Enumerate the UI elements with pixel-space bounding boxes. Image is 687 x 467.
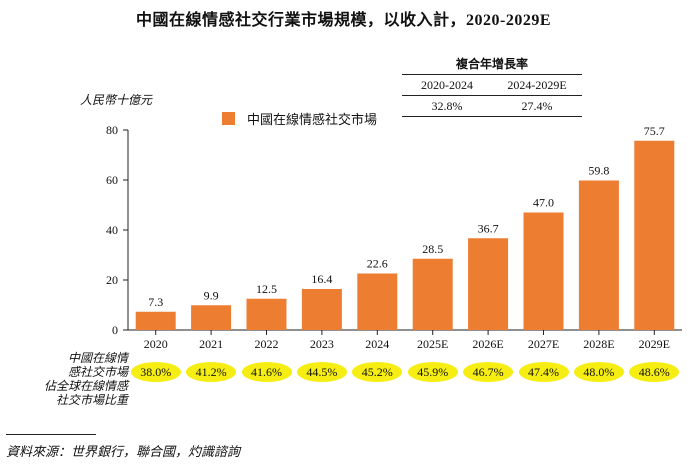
bar [523,212,564,330]
cagr-value: 32.8% [431,99,463,113]
bar [578,180,619,330]
share-value-badge: 45.9% [407,362,458,382]
share-value-badge: 44.5% [296,362,347,382]
legend-label: 中國在線情感社交市場 [247,112,378,127]
share-label-line: 感社交市場 [67,365,128,379]
bar-value-label: 36.7 [478,221,499,235]
share-label-line: 社交市場比重 [55,393,128,407]
share-value-badge: 45.2% [352,362,403,382]
x-tick-label: 2022 [255,337,279,351]
y-tick-label: 60 [106,173,118,187]
x-tick-label: 2020 [144,337,168,351]
bar-value-label: 16.4 [311,272,332,286]
share-value-badge: 47.4% [518,362,569,382]
x-tick-label: 2026E [472,337,503,351]
source-divider [6,434,96,435]
share-value-badge: 48.0% [573,362,624,382]
bar-value-label: 28.5 [422,242,443,256]
source-note: 資料來源：世界銀行，聯合國，灼識諮詢 [6,444,241,459]
share-value-badge: 48.6% [629,362,680,382]
bar-value-label: 22.6 [367,257,388,271]
bar [246,298,287,330]
share-value-badge: 38.0% [130,362,181,382]
cagr-table: 複合年增長率 2020-2024 2024-2029E 32.8% 27.4% [402,54,582,117]
y-tick-label: 40 [106,223,118,237]
cagr-periods-row: 2020-2024 2024-2029E [402,75,582,96]
bar [468,238,509,330]
y-tick-label: 80 [106,123,118,137]
x-tick-label: 2025E [417,337,448,351]
bar-value-label: 75.7 [644,124,665,138]
legend-swatch [222,112,235,125]
x-tick-label: 2024 [365,337,389,351]
bar [634,140,675,330]
share-label-line: 佔全球在線情感 [43,379,128,393]
bar-value-label: 47.0 [533,196,554,210]
cagr-value: 27.4% [521,99,553,113]
x-tick-label: 2028E [583,337,614,351]
x-tick-label: 2021 [199,337,223,351]
share-value-badge: 41.6% [241,362,292,382]
x-tick-label: 2023 [310,337,334,351]
share-row-label: 中國在線情 感社交市場 佔全球在線情感 社交市場比重 [22,351,128,407]
share-label-line: 中國在線情 [67,351,128,365]
share-value-badge: 41.2% [186,362,237,382]
chart-title: 中國在線情感社交行業市場規模，以收入計，2020-2029E [135,12,551,29]
cagr-period: 2024-2029E [507,78,567,92]
bar-value-label: 12.5 [256,282,277,296]
share-value-badge: 46.7% [463,362,514,382]
bar-value-label: 59.8 [588,164,609,178]
cagr-period: 2020-2024 [421,78,473,92]
bar-value-label: 7.3 [148,295,163,309]
x-tick-label: 2027E [528,337,559,351]
y-tick-label: 20 [106,273,118,287]
y-axis-unit-label: 人民幣十億元 [80,93,153,107]
cagr-values-row: 32.8% 27.4% [402,96,582,117]
bar-value-label: 9.9 [204,288,219,302]
x-tick-label: 2029E [639,337,670,351]
legend: 中國在線情感社交市場 [222,109,377,128]
y-tick-label: 0 [112,323,118,337]
bar [191,305,232,330]
cagr-header: 複合年增長率 [402,54,582,75]
bar [301,289,342,330]
bar [135,311,176,330]
bar [357,273,398,330]
bar [412,258,453,330]
